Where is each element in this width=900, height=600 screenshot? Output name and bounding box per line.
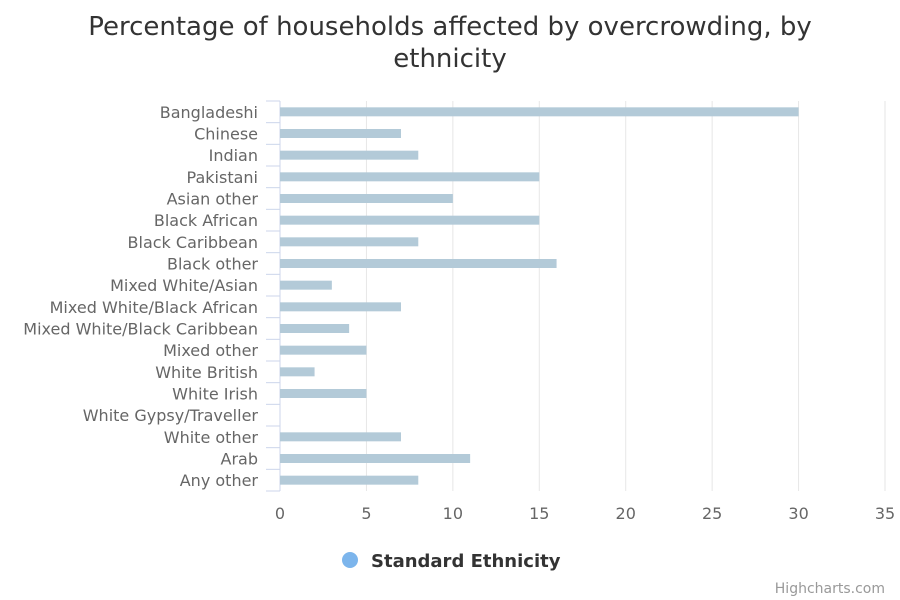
bar-0[interactable]	[280, 107, 799, 117]
bar-2[interactable]	[280, 150, 419, 160]
bar-5[interactable]	[280, 215, 540, 225]
bar-15[interactable]	[280, 432, 401, 442]
chart-title-line-1: Percentage of households affected by ove…	[88, 12, 812, 42]
value-tick-label-0: 0	[275, 504, 285, 523]
bar-9[interactable]	[280, 302, 401, 312]
category-label-10: Mixed White/Black Caribbean	[23, 320, 258, 339]
category-labels: Bangladeshi Chinese Indian Pakistani Asian o…	[23, 103, 258, 490]
category-label-15: White other	[164, 428, 259, 447]
legend-marker[interactable]	[342, 552, 358, 568]
category-label-1: Chinese	[194, 125, 258, 144]
category-label-9: Mixed White/Black African	[50, 298, 258, 317]
bar-16[interactable]	[280, 454, 471, 463]
bar-10[interactable]	[280, 324, 350, 333]
bar-6[interactable]	[280, 237, 419, 247]
bar-7[interactable]	[280, 259, 557, 268]
bar-1[interactable]	[280, 129, 401, 138]
bar-3[interactable]	[280, 172, 540, 182]
category-label-7: Black other	[167, 255, 258, 274]
bar-13[interactable]	[280, 389, 367, 398]
bar-12[interactable]	[280, 367, 315, 377]
value-tick-label-1: 5	[361, 504, 371, 523]
category-label-13: White Irish	[172, 385, 258, 404]
category-label-14: White Gypsy/Traveller	[83, 406, 259, 425]
category-label-6: Black Caribbean	[128, 233, 258, 252]
gridlines	[365, 101, 886, 491]
category-label-12: White British	[155, 363, 258, 382]
bar-11[interactable]	[280, 345, 367, 355]
category-label-16: Arab	[221, 450, 258, 469]
category-axis	[266, 100, 281, 492]
value-tick-label-6: 30	[788, 504, 808, 523]
value-tick-label-7: 35	[875, 504, 895, 523]
category-label-8: Mixed White/Asian	[110, 276, 258, 295]
category-label-2: Indian	[209, 146, 258, 165]
category-label-4: Asian other	[167, 190, 259, 209]
value-tick-label-5: 25	[702, 504, 722, 523]
category-label-0: Bangladeshi	[160, 103, 258, 122]
value-tick-label-3: 15	[529, 504, 549, 523]
bar-8[interactable]	[280, 280, 332, 290]
credits-link[interactable]: Highcharts.com	[775, 581, 885, 597]
legend[interactable]: Standard Ethnicity	[342, 551, 561, 572]
category-label-5: Black African	[154, 211, 258, 230]
value-tick-label-2: 10	[443, 504, 463, 523]
bar-4[interactable]	[280, 194, 453, 203]
bar-17[interactable]	[280, 475, 419, 485]
category-label-17: Any other	[180, 471, 259, 490]
legend-item-label[interactable]: Standard Ethnicity	[371, 551, 561, 572]
value-axis-labels: 0 5 10 15 20 25 30 35	[275, 504, 895, 523]
bar-series	[280, 107, 799, 485]
chart-title-line-2: ethnicity	[393, 44, 506, 74]
category-label-11: Mixed other	[163, 341, 258, 360]
value-tick-label-4: 20	[616, 504, 636, 523]
category-label-3: Pakistani	[187, 168, 258, 187]
